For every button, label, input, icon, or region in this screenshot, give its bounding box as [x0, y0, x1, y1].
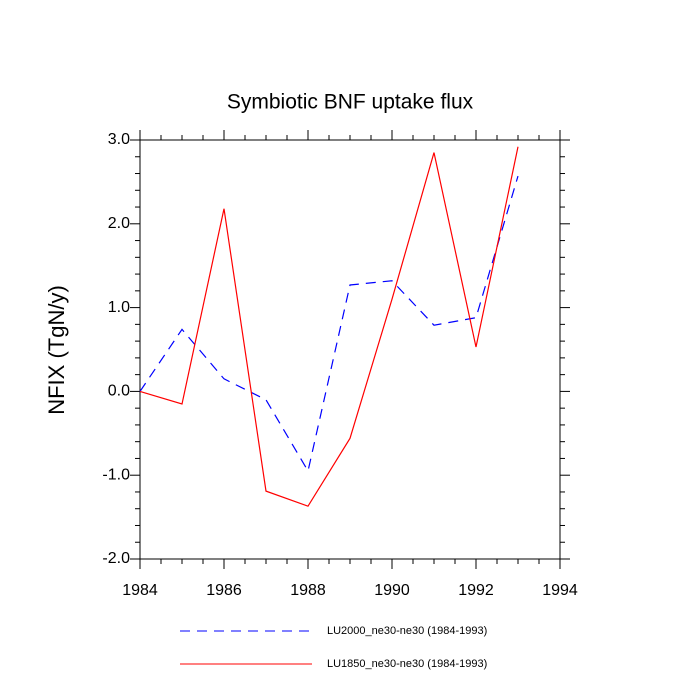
x-tick-label: 1990: [374, 582, 410, 599]
x-tick-label: 1984: [122, 582, 158, 599]
chart-title: Symbiotic BNF uptake flux: [227, 91, 474, 114]
y-tick-label: 2.0: [108, 215, 130, 232]
y-tick-label: 1.0: [108, 299, 130, 316]
data-line: [139, 146, 519, 507]
y-tick-label: 3.0: [108, 131, 130, 148]
data-line: [139, 175, 519, 473]
plot-frame: [139, 139, 561, 560]
x-tick-label: 1986: [206, 582, 242, 599]
y-axis-label: NFIX (TgN/y): [44, 285, 69, 415]
y-tick-label: -1.0: [102, 466, 130, 483]
legend-label: LU1850_ne30-ne30 (1984-1993): [327, 658, 487, 670]
x-tick-label: 1994: [542, 582, 578, 599]
x-tick-label: 1992: [458, 582, 494, 599]
y-tick-label: 0.0: [108, 383, 130, 400]
x-tick-label: 1988: [290, 582, 326, 599]
y-tick-label: -2.0: [102, 550, 130, 567]
legend-label: LU2000_ne30-ne30 (1984-1993): [327, 625, 487, 637]
